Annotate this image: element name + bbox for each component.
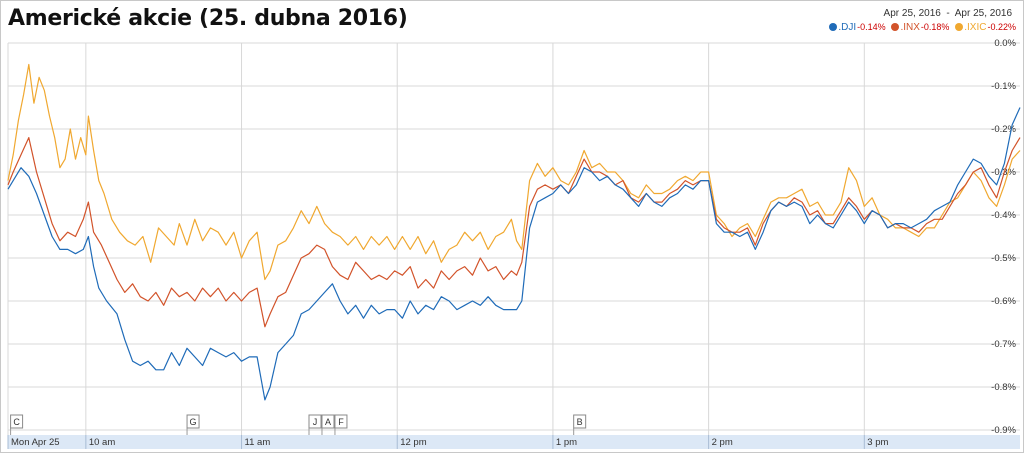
series-line-ixic[interactable] bbox=[7, 63, 1021, 281]
legend-symbol-inx: .INX bbox=[900, 22, 920, 33]
date-range-start: Apr 25, 2016 bbox=[883, 8, 941, 19]
y-tick-label: -0.8% bbox=[991, 382, 1016, 393]
legend-symbol-dji: .DJI bbox=[838, 22, 857, 33]
legend: .DJI-0.14% .INX-0.18% .IXIC-0.22% bbox=[826, 22, 1016, 33]
legend-change-inx: -0.18% bbox=[920, 22, 950, 32]
y-tick-label: -0.5% bbox=[991, 253, 1016, 264]
y-tick-label: -0.1% bbox=[991, 81, 1016, 92]
news-marker-label: J bbox=[313, 417, 318, 427]
y-tick-label: 0.0% bbox=[994, 38, 1016, 49]
news-marker-f[interactable]: F bbox=[334, 414, 348, 435]
x-tick-label: 10 am bbox=[89, 437, 115, 448]
news-marker-label: G bbox=[190, 417, 197, 427]
y-tick-label: -0.9% bbox=[991, 425, 1016, 436]
series-line-inx[interactable] bbox=[7, 137, 1021, 328]
y-tick-label: -0.6% bbox=[991, 296, 1016, 307]
news-marker-box bbox=[321, 414, 335, 429]
x-tick-label: Mon Apr 25 bbox=[11, 437, 60, 448]
legend-dot-ixic bbox=[955, 23, 964, 31]
x-tick-label: 12 pm bbox=[400, 437, 426, 448]
news-marker-a[interactable]: A bbox=[321, 414, 335, 435]
date-range-end: Apr 25, 2016 bbox=[954, 8, 1012, 19]
date-range-separator: - bbox=[946, 8, 950, 19]
y-tick-label: -0.7% bbox=[991, 339, 1016, 350]
news-marker-box bbox=[334, 414, 348, 429]
news-marker-g[interactable]: G bbox=[186, 414, 200, 435]
legend-change-ixic: -0.22% bbox=[987, 22, 1016, 32]
news-marker-box bbox=[10, 414, 24, 429]
x-axis: Mon Apr 25 10 am 11 am 12 pm 1 pm 2 pm 3 pm bbox=[7, 435, 889, 449]
x-tick-label: 11 am bbox=[245, 437, 271, 448]
legend-item-dji[interactable]: .DJI-0.14% bbox=[829, 22, 888, 33]
series-line-dji[interactable] bbox=[7, 107, 1021, 401]
x-tick-label: 3 pm bbox=[867, 437, 888, 448]
news-marker-j[interactable]: J bbox=[308, 414, 322, 435]
legend-dot-dji bbox=[829, 23, 838, 31]
news-marker-label: A bbox=[325, 417, 331, 427]
grid bbox=[7, 42, 1020, 435]
date-range: Apr 25, 2016 - Apr 25, 2016 bbox=[884, 8, 1012, 19]
news-marker-label: F bbox=[338, 417, 344, 427]
news-marker-label: C bbox=[13, 417, 20, 427]
legend-dot-inx bbox=[891, 23, 900, 31]
page-title: Americké akcie (25. dubna 2016) bbox=[8, 6, 408, 31]
legend-change-dji: -0.14% bbox=[857, 22, 886, 32]
x-tick-label: 1 pm bbox=[556, 437, 577, 448]
news-marker-box bbox=[186, 414, 200, 429]
legend-item-inx[interactable]: .INX-0.18% bbox=[891, 22, 952, 33]
x-tick-label: 2 pm bbox=[712, 437, 733, 448]
legend-item-ixic[interactable]: .IXIC-0.22% bbox=[955, 22, 1016, 33]
news-marker-box bbox=[308, 414, 322, 429]
legend-symbol-ixic: .IXIC bbox=[964, 22, 987, 33]
y-tick-label: -0.2% bbox=[991, 124, 1016, 135]
x-axis-band bbox=[8, 435, 1020, 449]
series-lines bbox=[7, 63, 1021, 401]
y-tick-label: -0.4% bbox=[991, 210, 1016, 221]
news-marker-b[interactable]: B bbox=[573, 414, 587, 435]
news-marker-label: B bbox=[577, 417, 583, 427]
news-marker-c[interactable]: C bbox=[10, 414, 24, 435]
news-marker-box bbox=[573, 414, 587, 429]
plot-area bbox=[8, 43, 1020, 435]
